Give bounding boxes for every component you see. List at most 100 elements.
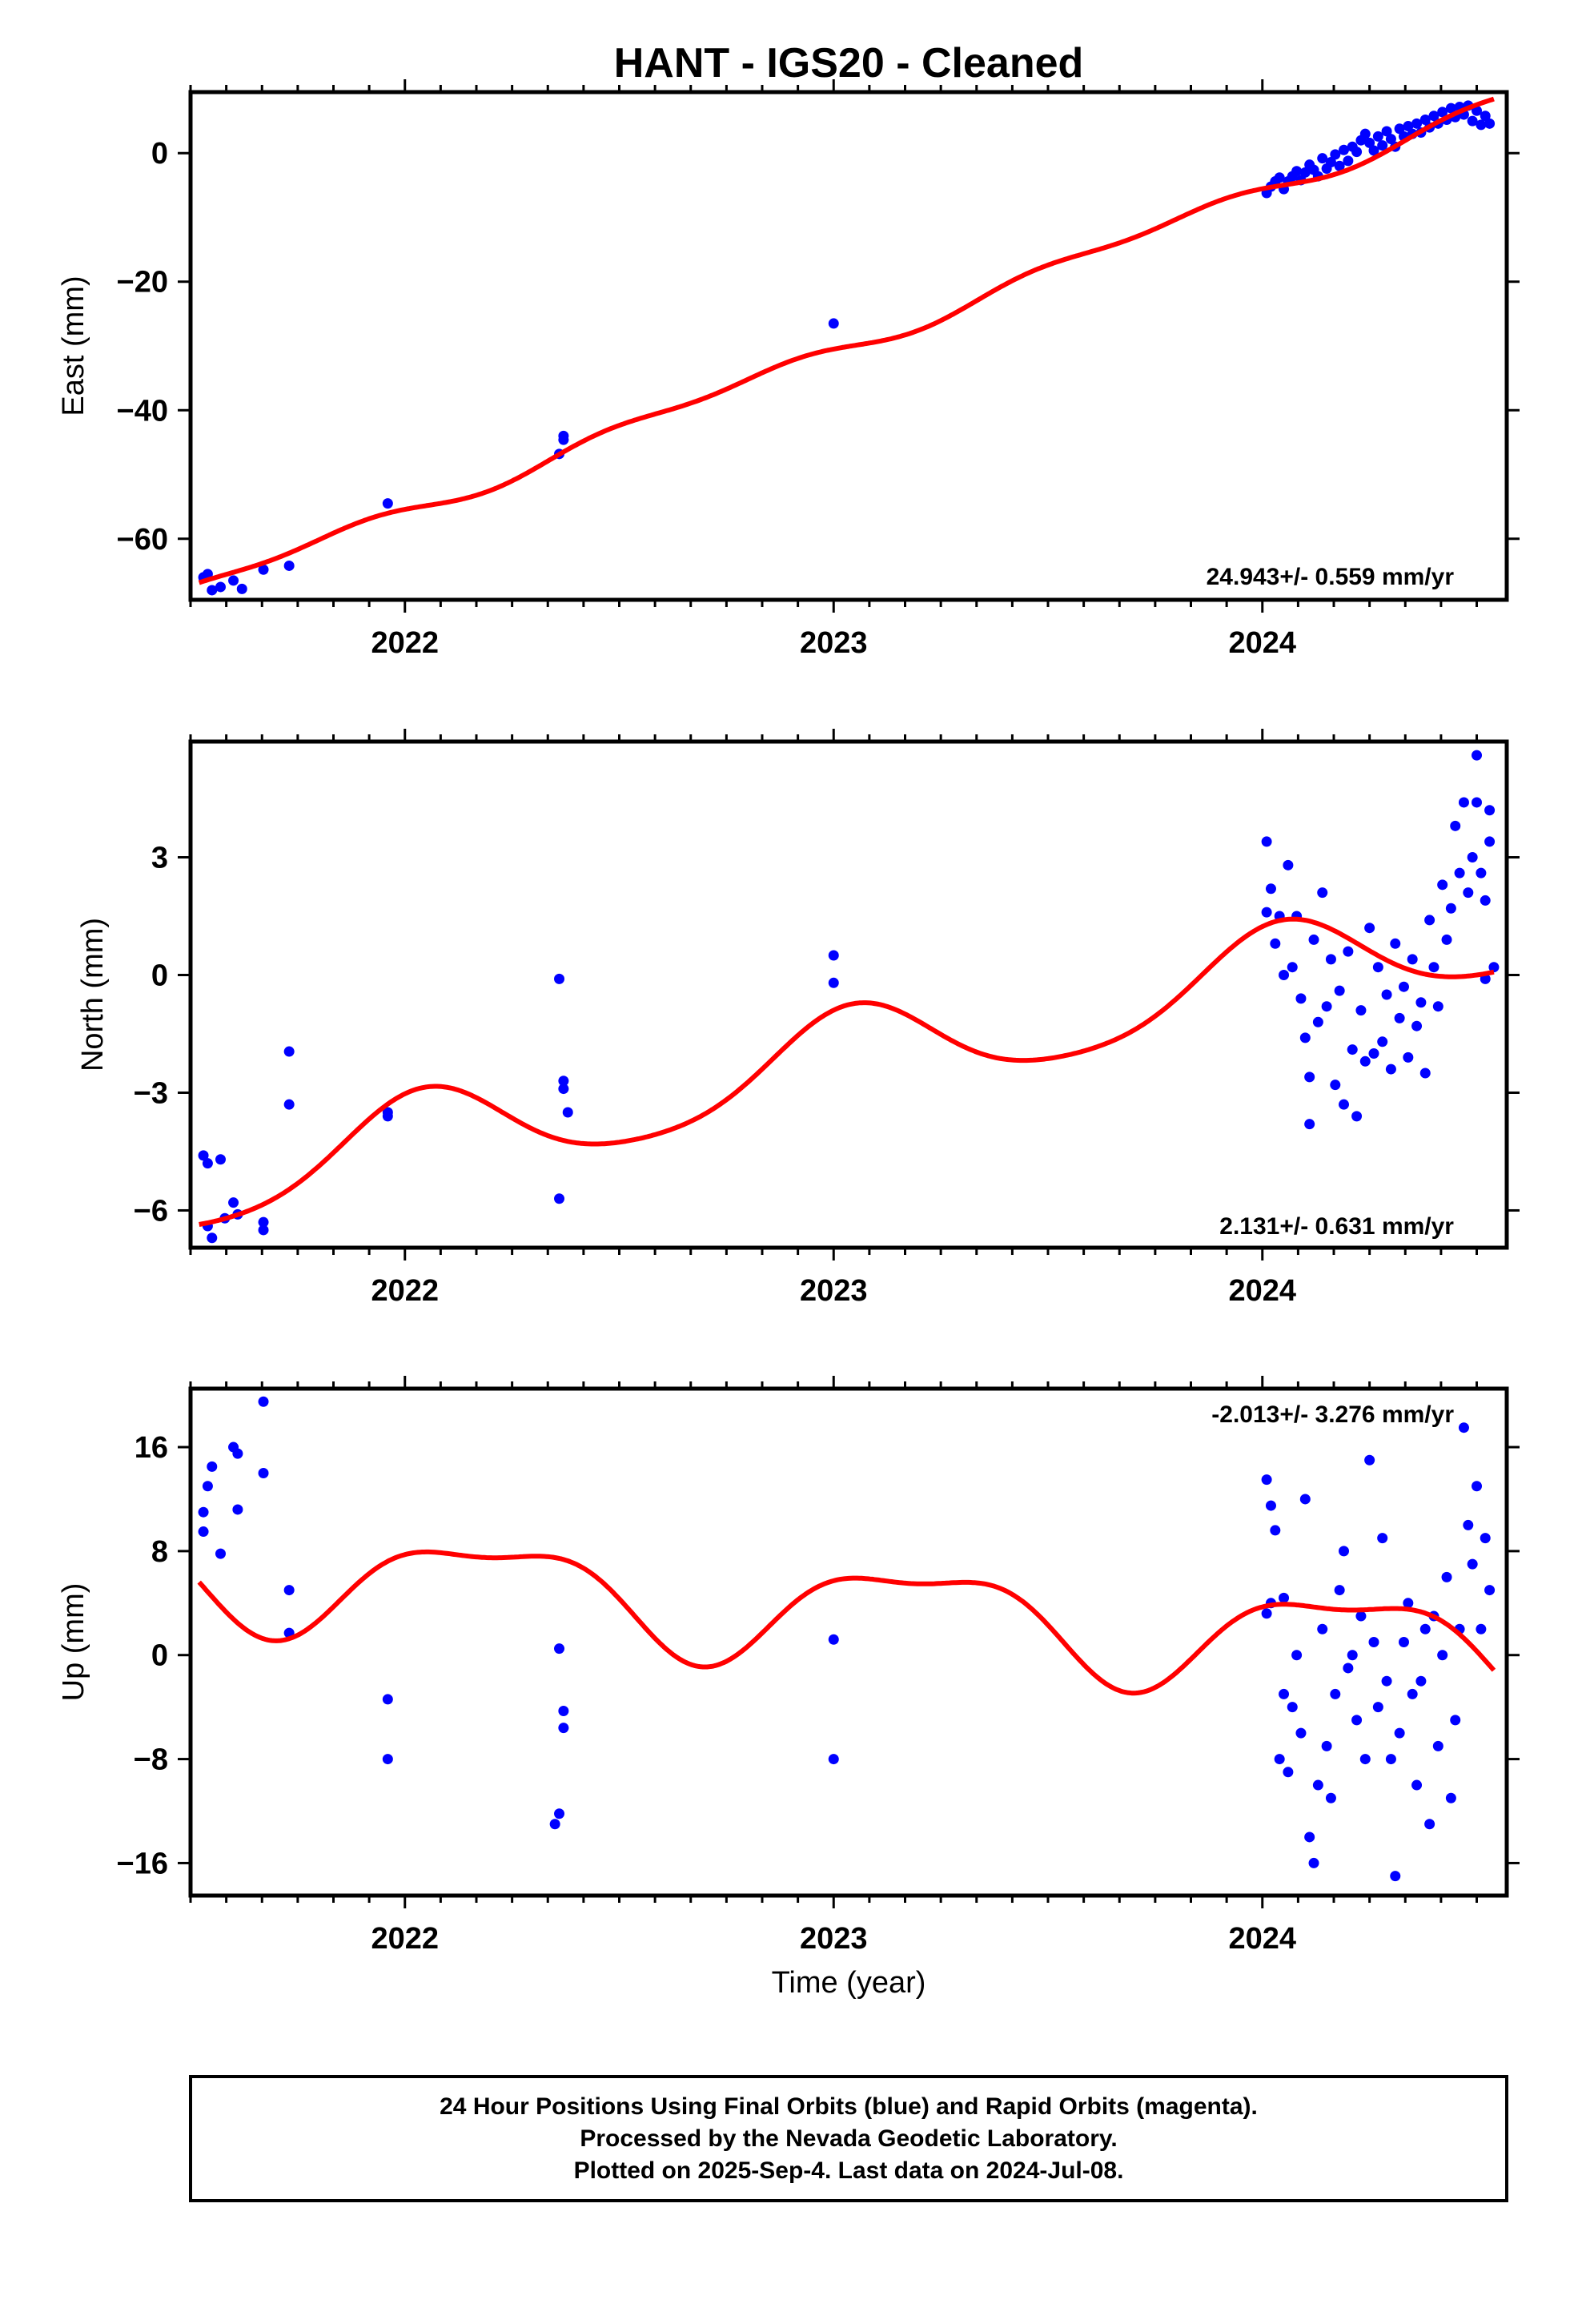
north-data-point [1339, 1099, 1350, 1110]
east-data-point [1339, 144, 1350, 155]
north-data-point [558, 1084, 569, 1095]
north-data-point [1467, 852, 1478, 863]
footer-box: 24 Hour Positions Using Final Orbits (bl… [189, 2075, 1508, 2202]
north-data-point [1355, 1005, 1367, 1016]
up-data-point [1484, 1585, 1496, 1596]
north-data-point [1428, 962, 1439, 973]
up-data-point [554, 1643, 565, 1655]
east-data-point [1334, 160, 1345, 171]
east-data-point [283, 560, 295, 571]
east-data-point [1368, 145, 1379, 156]
north-data-point [1283, 859, 1294, 870]
up-data-point [1287, 1702, 1298, 1713]
east-data-point [1317, 153, 1328, 164]
up-data-point [1355, 1610, 1367, 1622]
north-data-point [1407, 954, 1418, 965]
north-data-point [1450, 820, 1461, 831]
north-data-point [1308, 934, 1319, 945]
east-data-point [228, 575, 239, 586]
east-data-point [1484, 118, 1496, 129]
east-data-point [1419, 115, 1431, 126]
north-data-point [1304, 1119, 1315, 1130]
east-data-point [1411, 118, 1423, 129]
east-plot-frame [188, 90, 1509, 602]
up-y-tick-label: 16 [135, 1431, 168, 1465]
east-data-point [1299, 167, 1311, 178]
north-data-point [1343, 946, 1354, 957]
east-data-point [1351, 147, 1363, 158]
up-data-point [1312, 1779, 1323, 1791]
east-data-point [1445, 103, 1456, 114]
east-data-point [828, 318, 839, 329]
up-data-point [1283, 1767, 1294, 1778]
north-data-point [1287, 962, 1298, 973]
up-data-point [1295, 1727, 1307, 1739]
east-data-point [558, 434, 569, 445]
up-data-point [558, 1723, 569, 1734]
east-data-point [1385, 134, 1396, 145]
up-data-point [1472, 1481, 1483, 1492]
north-data-point [1372, 962, 1383, 973]
up-data-point [1274, 1754, 1285, 1765]
north-data-point [1411, 1020, 1423, 1031]
north-data-point [1317, 887, 1328, 899]
up-data-point [1343, 1663, 1354, 1674]
north-y-tick-label: 0 [151, 959, 168, 993]
north-data-point [554, 1193, 565, 1204]
up-data-point [549, 1819, 560, 1830]
north-data-point [1476, 867, 1487, 879]
north-data-point [1325, 954, 1336, 965]
up-data-point [1398, 1637, 1409, 1647]
up-data-point [1270, 1525, 1281, 1536]
up-data-point [1347, 1650, 1358, 1661]
north-data-point [283, 1046, 295, 1057]
up-data-point [1463, 1519, 1474, 1530]
up-data-point [1359, 1754, 1371, 1765]
east-y-tick-label: −40 [117, 394, 168, 428]
up-data-point [1279, 1592, 1290, 1603]
north-data-point [1364, 923, 1375, 934]
up-data-point [1437, 1650, 1448, 1661]
east-model-curve [198, 96, 1495, 585]
north-data-point [1347, 1044, 1358, 1055]
east-y-axis-label: East (mm) [57, 275, 90, 416]
up-data-point [382, 1754, 393, 1765]
up-data-point [1385, 1754, 1396, 1765]
up-data-point [1432, 1740, 1443, 1751]
east-data-point [382, 498, 393, 509]
north-data-point [1381, 989, 1392, 1000]
north-data-point [228, 1197, 239, 1208]
east-data-point [1343, 155, 1354, 167]
east-panel: 2022 2023 2024 0 −20 −40 −60 East (mm) 24.943+/-… [57, 79, 1520, 660]
north-data-point [828, 977, 839, 988]
north-data-point [1265, 883, 1276, 895]
up-data-point [1261, 1474, 1272, 1486]
up-data-point [1476, 1623, 1487, 1634]
up-data-point [1407, 1688, 1418, 1699]
north-data-point [202, 1158, 213, 1169]
north-x-tick-label: 2022 [371, 1274, 439, 1308]
north-data-point [1424, 915, 1435, 926]
north-y-tick-label: −6 [134, 1194, 168, 1228]
north-x-tick-label: 2023 [800, 1274, 868, 1308]
up-data-point [1317, 1623, 1328, 1634]
north-y-tick-label: −3 [134, 1076, 168, 1110]
up-x-tick-label: 2023 [800, 1922, 868, 1956]
up-data-point [1339, 1546, 1350, 1557]
up-data-point [1368, 1637, 1379, 1647]
east-data-point [1325, 156, 1336, 167]
north-data-point [1394, 1012, 1405, 1023]
north-data-point [1441, 934, 1452, 945]
east-data-point [1480, 111, 1491, 122]
north-model-curve [199, 916, 1495, 1227]
north-data-point [1458, 797, 1469, 808]
east-data-point [215, 581, 226, 593]
up-data-point [1381, 1675, 1392, 1687]
north-data-point [1377, 1036, 1388, 1047]
east-data-point [1403, 121, 1414, 132]
north-data-point [283, 1099, 295, 1110]
north-data-point [1403, 1051, 1414, 1063]
north-data-point [1368, 1047, 1379, 1059]
footer-line-2: Processed by the Nevada Geodetic Laborat… [580, 2125, 1117, 2152]
